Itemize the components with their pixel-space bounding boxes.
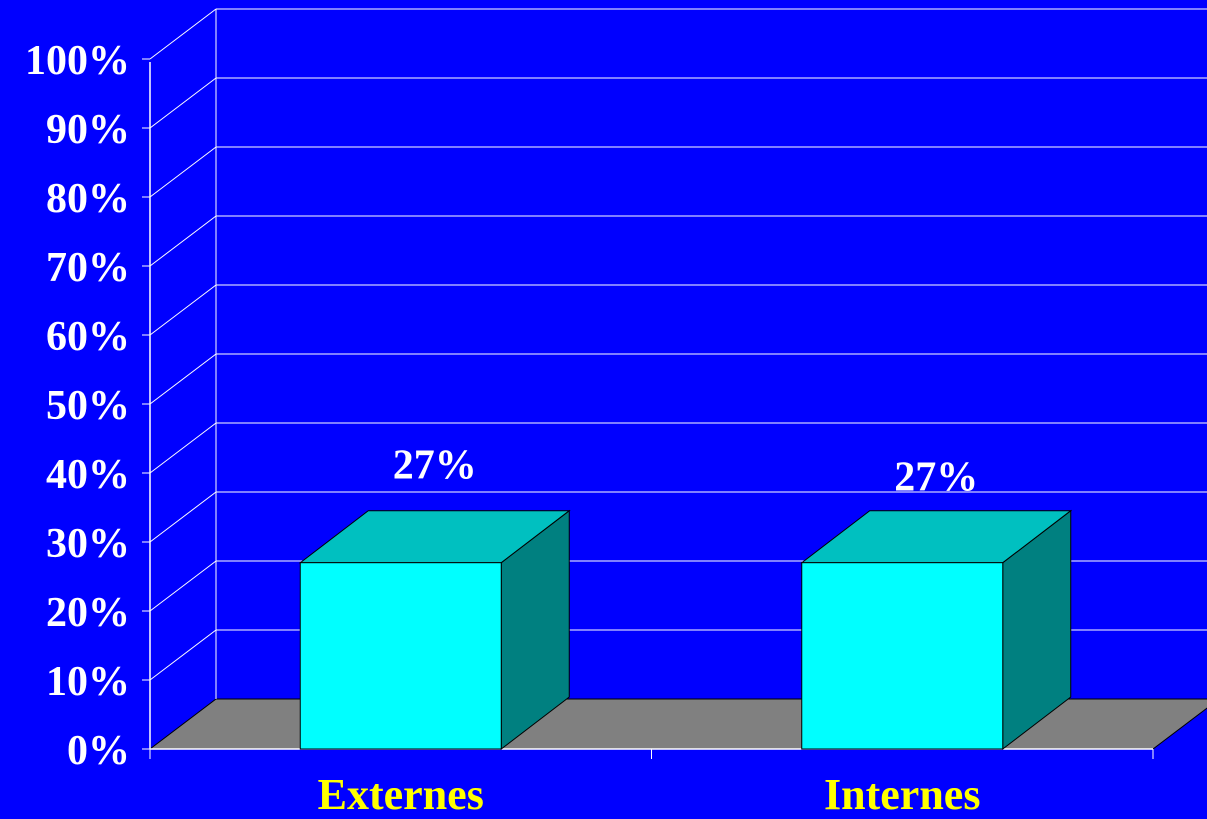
gridline-side — [149, 353, 217, 405]
y-tick-label: 100% — [25, 38, 130, 84]
gridline-side — [149, 560, 217, 612]
bar-front-face — [299, 562, 502, 750]
y-tick-label: 90% — [46, 107, 130, 153]
y-tick-label: 70% — [46, 245, 130, 291]
bar-front-face — [801, 562, 1004, 750]
data-label: 27% — [894, 455, 978, 501]
gridline-side — [149, 146, 217, 198]
category-label: Externes — [318, 770, 484, 819]
data-label: 27% — [393, 443, 477, 489]
y-tick-label: 40% — [46, 452, 130, 498]
y-tick-label: 60% — [46, 314, 130, 360]
y-tick-label: 20% — [46, 590, 130, 636]
gridline-side — [149, 215, 217, 267]
y-tick-label: 30% — [46, 521, 130, 567]
bar-internes — [800, 509, 1073, 751]
y-tick-label: 80% — [46, 176, 130, 222]
y-tick-label: 10% — [46, 659, 130, 705]
gridline-side — [149, 284, 217, 336]
gridline-side — [149, 77, 217, 129]
gridline-side — [149, 491, 217, 543]
category-label: Internes — [824, 770, 980, 819]
bar-externes — [298, 509, 571, 751]
y-tick-label: 50% — [46, 383, 130, 429]
gridline-side — [149, 8, 217, 60]
gridline-side — [149, 629, 217, 681]
gridline-side — [149, 422, 217, 474]
y-tick-label: 0% — [67, 728, 130, 774]
